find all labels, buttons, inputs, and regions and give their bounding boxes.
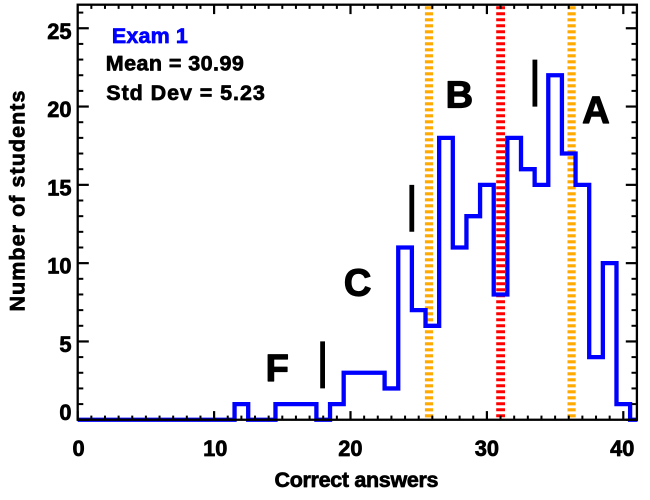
svg-text:10: 10: [203, 436, 227, 461]
svg-text:0: 0: [59, 400, 71, 425]
svg-text:30: 30: [475, 436, 499, 461]
svg-text:Std Dev = 5.23: Std Dev = 5.23: [106, 81, 265, 105]
svg-text:C: C: [344, 263, 371, 305]
svg-text:B: B: [446, 74, 473, 116]
svg-text:20: 20: [47, 97, 71, 122]
svg-text:10: 10: [47, 254, 71, 279]
svg-text:Mean = 30.99: Mean = 30.99: [106, 52, 244, 76]
svg-text:A: A: [582, 90, 609, 132]
svg-text:5: 5: [59, 332, 71, 357]
svg-text:Correct answers: Correct answers: [275, 468, 439, 492]
svg-text:20: 20: [338, 436, 362, 461]
svg-text:15: 15: [47, 175, 71, 200]
svg-text:Exam 1: Exam 1: [112, 24, 188, 48]
svg-text:F: F: [266, 348, 289, 390]
svg-text:Number of students: Number of students: [5, 90, 29, 311]
svg-text:40: 40: [610, 436, 634, 461]
svg-text:25: 25: [47, 19, 71, 44]
svg-text:0: 0: [72, 436, 84, 461]
